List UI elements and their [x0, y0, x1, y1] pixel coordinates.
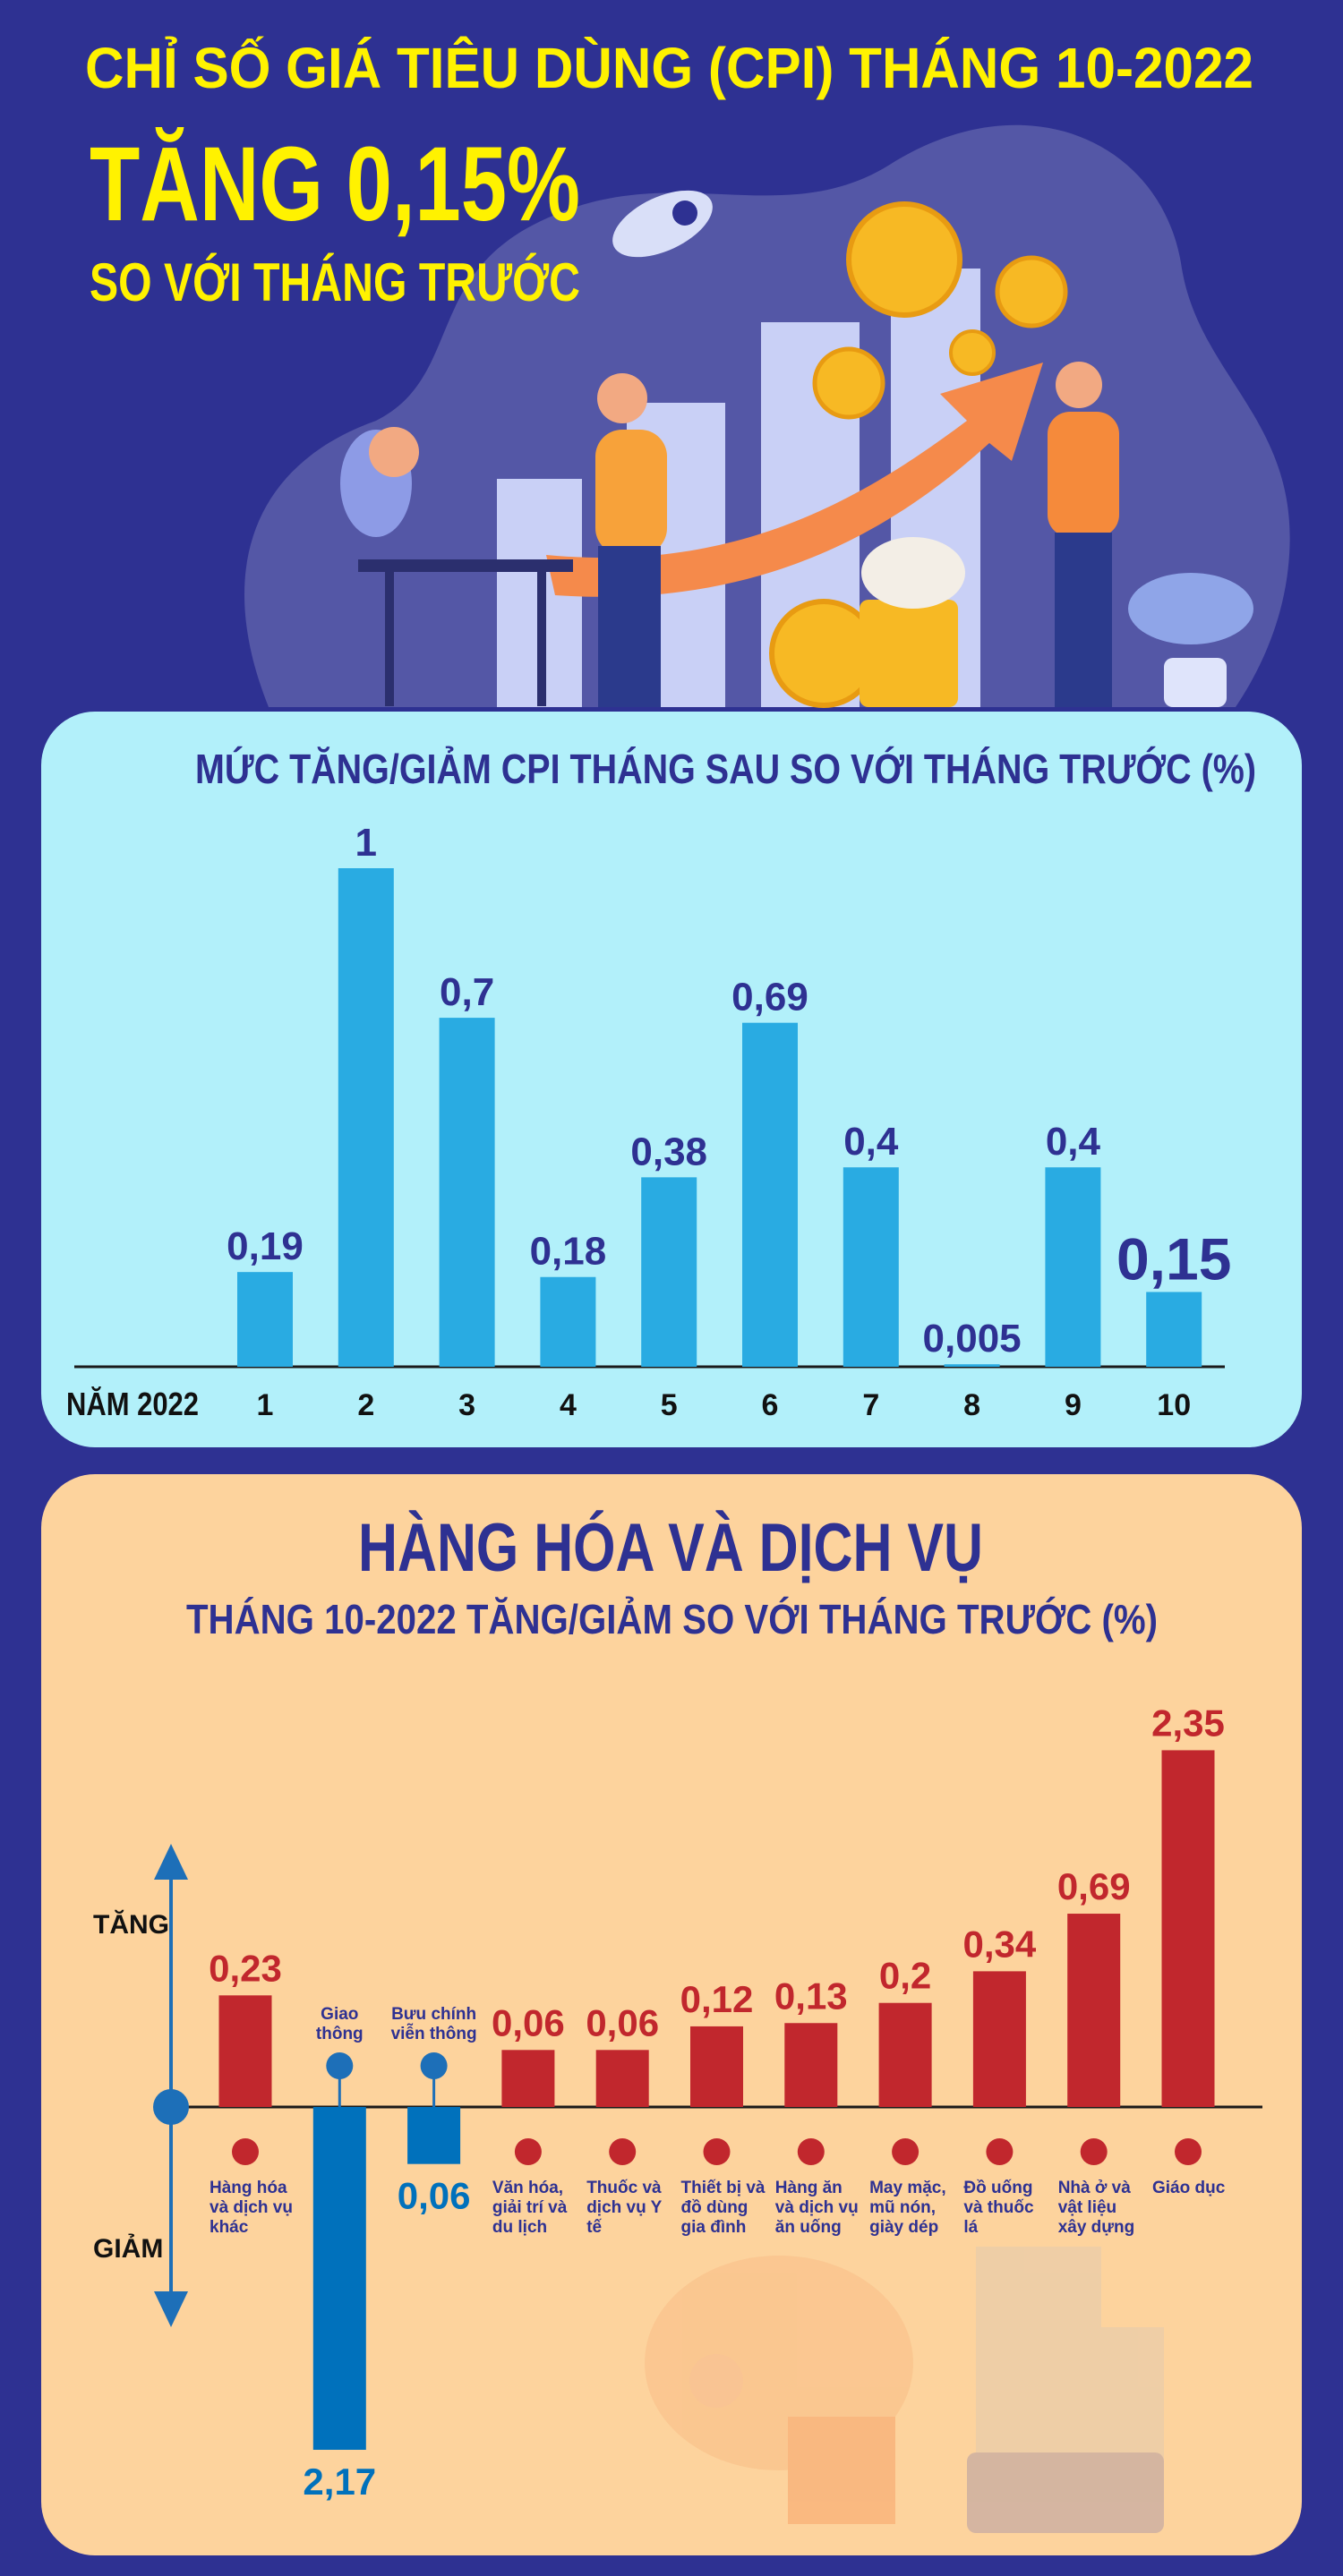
category-dot	[703, 2138, 731, 2165]
x-axis-label: NĂM 2022	[66, 1386, 199, 1422]
bar	[878, 2002, 932, 2107]
category-label: Giao thông	[315, 2005, 364, 2043]
category-label: Bưu chính viễn thông	[390, 2005, 477, 2043]
axis-origin	[153, 2089, 189, 2125]
x-tick-label: 7	[862, 1388, 879, 1422]
category-label: Nhà ở và vật liệu xây dựng	[1057, 2179, 1135, 2237]
value-label: 0,69	[731, 976, 808, 1019]
bar	[595, 2050, 649, 2107]
value-label: 0,13	[774, 1975, 848, 2017]
value-label: 0,15	[1116, 1225, 1231, 1292]
chart-title: HÀNG HÓA VÀ DỊCH VỤ	[358, 1510, 983, 1586]
bar	[1045, 1167, 1101, 1367]
value-label: 1	[355, 821, 377, 865]
value-label: 0,4	[1046, 1120, 1101, 1164]
category-label: Hàng hóa và dịch vụ khác	[210, 2179, 293, 2237]
value-label: 0,19	[227, 1224, 304, 1268]
category-label: Giáo dục	[1152, 2179, 1226, 2197]
value-label: 0,38	[630, 1130, 707, 1173]
value-label: 0,7	[440, 970, 494, 1014]
bar	[312, 2107, 366, 2451]
arrow-head	[154, 1844, 188, 1880]
arrow-head	[154, 2291, 188, 2327]
bar	[439, 1018, 495, 1367]
value-label: 0,12	[680, 1978, 754, 2020]
value-label: 0,06	[586, 2001, 659, 2043]
bar	[742, 1022, 798, 1367]
category-label: Đồ uống và thuốc lá	[963, 2179, 1034, 2237]
bar	[540, 1276, 596, 1367]
x-tick-label: 4	[560, 1388, 577, 1422]
category-dot	[514, 2138, 542, 2165]
value-label: 0,2	[879, 1955, 931, 1997]
value-label: 0,69	[1057, 1865, 1131, 1907]
decoration	[645, 2247, 1164, 2533]
value-label: 0,4	[843, 1120, 899, 1164]
value-label: 0,06	[492, 2001, 565, 2043]
header-title: CHỈ SỐ GIÁ TIÊU DÙNG (CPI) THÁNG 10-2022	[85, 35, 1253, 100]
bar	[218, 1995, 272, 2107]
x-tick-label: 3	[458, 1388, 475, 1422]
value-label: 0,06	[398, 2175, 471, 2217]
bar	[843, 1167, 899, 1367]
bar	[407, 2107, 461, 2164]
down-label: GIẢM	[93, 2233, 163, 2264]
category-dot	[326, 2052, 354, 2079]
header-headline: TĂNG 0,15%	[90, 125, 580, 243]
category-label: Thiết bị và đồ dùng gia đình	[680, 2179, 766, 2237]
illustration	[244, 124, 1290, 708]
category-dot	[609, 2138, 637, 2165]
header-subheadline: SO VỚI THÁNG TRƯỚC	[90, 252, 580, 312]
bar	[944, 1364, 1000, 1367]
category-dot	[232, 2138, 259, 2165]
value-label: 2,17	[303, 2461, 376, 2503]
bar	[690, 2026, 743, 2107]
bar	[1161, 1750, 1215, 2107]
category-dot	[892, 2138, 920, 2165]
x-tick-label: 1	[257, 1388, 274, 1422]
category-label: May mặc, mũ nón, giày dép	[869, 2179, 946, 2237]
value-label: 0,18	[530, 1230, 607, 1274]
bar	[501, 2050, 555, 2107]
x-tick-label: 5	[661, 1388, 678, 1422]
category-dot	[797, 2138, 825, 2165]
x-tick-label: 10	[1157, 1388, 1191, 1422]
x-tick-label: 6	[762, 1388, 779, 1422]
up-label: TĂNG	[93, 1909, 169, 1940]
bar	[784, 2023, 838, 2107]
value-label: 0,23	[209, 1947, 282, 1989]
value-label: 0,005	[923, 1317, 1022, 1361]
category-dot	[986, 2138, 1014, 2165]
value-label: 0,34	[963, 1923, 1037, 1965]
chart-subtitle: THÁNG 10-2022 TĂNG/GIẢM SO VỚI THÁNG TRƯ…	[186, 1596, 1158, 1642]
x-tick-label: 2	[357, 1388, 374, 1422]
value-label: 2,35	[1151, 1702, 1225, 1744]
x-tick-label: 8	[963, 1388, 980, 1422]
bar	[237, 1272, 293, 1367]
bar	[1067, 1914, 1121, 2107]
category-dot	[420, 2052, 448, 2079]
chart-title: MỨC TĂNG/GIẢM CPI THÁNG SAU SO VỚI THÁNG…	[195, 746, 1256, 792]
x-tick-label: 9	[1065, 1388, 1082, 1422]
category-label: Hàng ăn và dịch vụ ăn uống	[774, 2179, 859, 2237]
category-label: Văn hóa, giải trí và du lịch	[492, 2179, 568, 2237]
bar	[972, 1971, 1026, 2107]
category-dot	[1080, 2138, 1108, 2165]
bar	[338, 868, 394, 1367]
bar	[641, 1177, 697, 1367]
category-dot	[1175, 2138, 1202, 2165]
category-label: Thuốc và dịch vụ Y tế	[586, 2179, 662, 2237]
bar	[1146, 1292, 1202, 1367]
